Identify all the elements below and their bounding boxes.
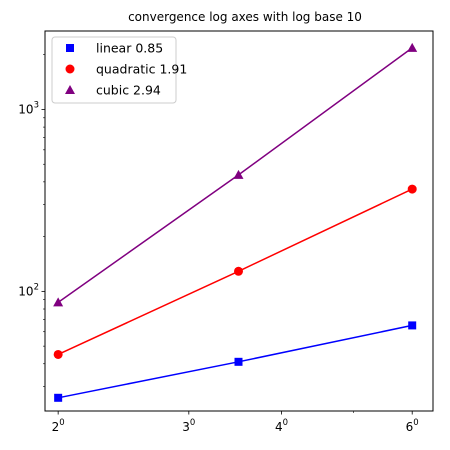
data-point-1-2 bbox=[407, 184, 417, 194]
legend-marker-0 bbox=[66, 44, 74, 52]
y-tick-label-0: 102 bbox=[18, 282, 39, 298]
data-point-2-2 bbox=[407, 42, 418, 52]
legend-label-1: quadratic 1.91 bbox=[96, 62, 187, 77]
x-tick-label-3: 60 bbox=[406, 418, 419, 434]
legend: linear 0.85 quadratic 1.91 cubic 2.94 bbox=[51, 36, 187, 104]
plot-area: 20 30 40 60 102 103 bbox=[18, 30, 434, 434]
y-axis: 102 103 bbox=[18, 54, 45, 387]
x-tick-label-2: 40 bbox=[275, 418, 288, 434]
legend-label-2: cubic 2.94 bbox=[96, 83, 161, 98]
chart-title: convergence log axes with log base 10 bbox=[128, 10, 362, 24]
series-0 bbox=[54, 321, 417, 402]
x-tick-label-1: 30 bbox=[182, 418, 195, 434]
series-2 bbox=[53, 42, 418, 307]
y-tick-label-1: 103 bbox=[18, 100, 39, 116]
data-point-1-1 bbox=[234, 266, 244, 276]
x-axis: 20 30 40 60 bbox=[52, 411, 419, 434]
data-point-2-0 bbox=[53, 297, 64, 307]
legend-box bbox=[51, 36, 177, 104]
series-1 bbox=[53, 184, 417, 359]
axes-frame bbox=[44, 30, 434, 412]
data-point-0-2 bbox=[408, 321, 417, 330]
data-point-2-1 bbox=[233, 169, 244, 179]
series-layer bbox=[53, 42, 418, 402]
legend-item-2: cubic 2.94 bbox=[65, 83, 161, 98]
data-point-0-0 bbox=[54, 393, 63, 402]
legend-marker-1 bbox=[65, 64, 75, 74]
data-point-0-1 bbox=[234, 357, 243, 366]
legend-label-0: linear 0.85 bbox=[96, 41, 163, 56]
x-tick-label-0: 20 bbox=[52, 418, 65, 434]
data-point-1-0 bbox=[53, 349, 63, 359]
legend-item-0: linear 0.85 bbox=[66, 41, 163, 56]
legend-item-1: quadratic 1.91 bbox=[65, 62, 187, 77]
legend-marker-2 bbox=[65, 85, 75, 94]
